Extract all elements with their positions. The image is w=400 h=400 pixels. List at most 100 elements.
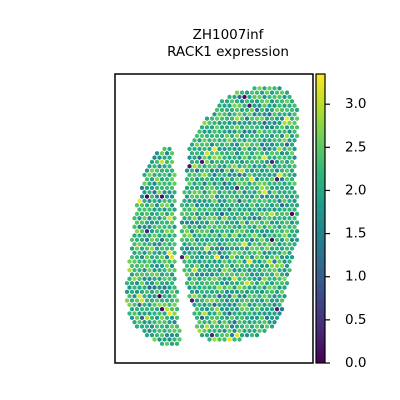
spot-point: [247, 207, 252, 212]
spot-point: [212, 276, 217, 282]
spot-point: [264, 315, 270, 321]
spot-point: [144, 306, 150, 312]
spot-point: [157, 285, 162, 290]
spot-point: [292, 207, 297, 212]
spot-point: [289, 116, 295, 121]
spot-point: [254, 107, 260, 113]
spot-point: [249, 324, 255, 329]
spot-point: [274, 211, 280, 217]
spot-point: [237, 224, 242, 230]
spot-point: [254, 228, 260, 234]
spot-point: [172, 302, 177, 308]
spot-point: [214, 168, 220, 173]
spot-point: [277, 215, 282, 221]
spot-point: [139, 202, 145, 208]
spot-point: [189, 228, 195, 234]
spot-point: [277, 207, 282, 212]
spot-point: [149, 289, 155, 295]
spot-point: [184, 254, 190, 260]
spot-point: [234, 202, 240, 208]
spot-point: [254, 280, 260, 286]
spot-point: [139, 280, 145, 286]
spot-point: [139, 306, 145, 312]
spot-point: [254, 133, 260, 139]
spot-point: [184, 280, 190, 286]
spot-point: [257, 155, 262, 160]
spot-point: [149, 176, 155, 182]
spot-point: [239, 324, 245, 329]
spot-point: [247, 111, 252, 117]
spot-point: [234, 315, 240, 321]
spot-point: [267, 233, 272, 238]
spot-point: [137, 250, 142, 256]
spot-point: [272, 267, 277, 273]
spot-point: [229, 159, 235, 165]
spot-point: [287, 267, 292, 273]
spot-point: [212, 111, 217, 117]
spot-point: [289, 228, 295, 234]
spot-point: [192, 207, 197, 212]
spot-point: [247, 319, 252, 325]
spot-point: [187, 198, 192, 204]
colorbar-ticks: 0.00.51.01.52.02.53.0: [325, 96, 366, 371]
spot-point: [274, 246, 280, 251]
spot-point: [262, 302, 267, 308]
spot-point: [289, 98, 295, 104]
spot-point: [222, 137, 227, 143]
spot-point: [224, 272, 230, 277]
spot-point: [197, 267, 202, 273]
spot-point: [279, 176, 285, 182]
spot-point: [224, 194, 230, 199]
spot-point: [129, 254, 135, 260]
spot-point: [169, 168, 175, 173]
spot-point: [257, 207, 262, 212]
spot-point: [164, 263, 170, 269]
spot-point: [207, 337, 212, 342]
spot-point: [214, 228, 220, 234]
spot-point: [244, 332, 250, 338]
spot-point: [227, 285, 232, 290]
spot-point: [269, 90, 275, 96]
spot-point: [202, 276, 207, 282]
spot-point: [227, 146, 232, 152]
spot-point: [159, 324, 165, 329]
spot-point: [137, 319, 142, 325]
spot-point: [142, 241, 147, 247]
spot-point: [194, 185, 200, 191]
spot-point: [274, 185, 280, 191]
spot-point: [212, 250, 217, 256]
spot-point: [272, 103, 277, 108]
spot-point: [182, 233, 187, 238]
spot-point: [224, 168, 230, 173]
spot-point: [192, 233, 197, 238]
spot-point: [247, 293, 252, 299]
spot-point: [132, 233, 137, 238]
spot-point: [284, 107, 290, 113]
spot-point: [199, 133, 205, 139]
spot-point: [157, 181, 162, 186]
spot-point: [214, 176, 220, 182]
spot-point: [212, 337, 217, 342]
spot-point: [224, 150, 230, 156]
spot-point: [212, 163, 217, 169]
spot-point: [264, 194, 270, 199]
spot-point: [184, 185, 190, 191]
spot-point: [242, 103, 247, 108]
spot-point: [169, 315, 175, 321]
spot-point: [194, 315, 200, 321]
spot-point: [132, 241, 137, 247]
spot-point: [167, 302, 172, 308]
spot-point: [199, 246, 205, 251]
spot-point: [229, 150, 235, 156]
spot-point: [234, 272, 240, 277]
spot-point: [202, 198, 207, 204]
spot-point: [229, 228, 235, 234]
spot-point: [199, 332, 205, 338]
spot-point: [147, 259, 152, 264]
spot-point: [194, 211, 200, 217]
spot-point: [217, 328, 222, 334]
spot-point: [244, 185, 250, 191]
spot-point: [192, 163, 197, 169]
spot-point: [169, 220, 175, 225]
spot-point: [227, 250, 232, 256]
